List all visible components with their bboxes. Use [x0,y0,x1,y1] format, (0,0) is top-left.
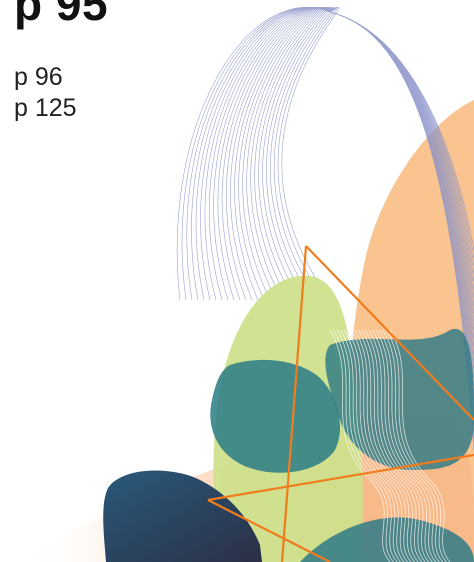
wave-line [382,329,444,562]
wave-line [336,329,398,562]
dome-line [181,7,474,301]
wireframe-dome-shape [176,7,474,451]
page-reference-item[interactable]: p 96 [14,63,63,91]
orange-triangle-shape [207,245,474,562]
wave-line [340,329,401,562]
wave-line [386,329,447,562]
wave-line [379,329,440,562]
wave-line [329,329,391,562]
wave-lines-shape [329,329,451,562]
wave-line [368,329,430,562]
teal-blob-left-shape [210,359,340,473]
wave-line [375,329,437,562]
navy-blob-shape [103,470,263,562]
dome-line [281,7,474,451]
wave-line [372,329,433,562]
page-reference-item[interactable]: p 125 [14,94,77,122]
wave-line [389,329,451,562]
wave-line [333,329,394,562]
page-title: p 95 [14,0,109,30]
wave-line [343,329,405,562]
teal-blob-bottom-shape [300,517,474,562]
wave-line [347,329,408,562]
dome-line [186,7,474,301]
page-reference-list: p 96 p 125 [14,62,77,124]
wave-line [354,329,415,562]
wave-line [350,329,412,562]
wave-line [364,329,426,562]
wave-line [361,329,423,562]
wave-line [357,329,419,562]
